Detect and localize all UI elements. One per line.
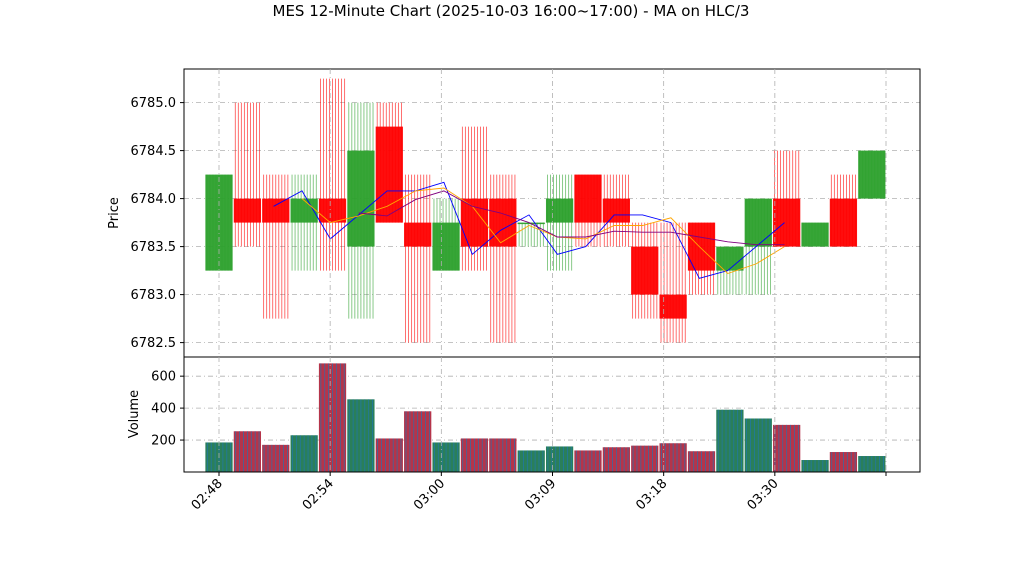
candle-range <box>405 174 431 343</box>
candle-range <box>660 222 686 343</box>
candle-body <box>687 222 716 271</box>
price-tick-label: 6783.5 <box>131 240 177 255</box>
moving-average-line <box>301 187 785 275</box>
time-tick-label: 02:48 <box>189 476 226 513</box>
volume-y-axis: 200 400 600 <box>151 370 184 449</box>
time-tick-label: 03:09 <box>522 476 559 513</box>
time-tick-label: 03:18 <box>633 476 670 513</box>
candle-body <box>744 198 772 247</box>
candle-body <box>773 198 801 247</box>
price-candles <box>205 78 886 343</box>
volume-bars <box>205 363 886 472</box>
price-tick-label: 6785.0 <box>131 96 177 111</box>
price-tick-label: 6782.5 <box>131 336 177 351</box>
volume-tick-label: 400 <box>151 402 176 417</box>
candle-body <box>233 198 262 223</box>
price-tick-label: 6784.5 <box>131 144 177 159</box>
candle-body <box>829 198 858 247</box>
volume-axis-label: Volume <box>127 390 142 438</box>
candle-body <box>545 198 574 223</box>
moving-average-lines <box>273 181 785 279</box>
candle-body <box>489 198 517 247</box>
volume-tick-label: 600 <box>151 370 176 385</box>
candle-body <box>460 198 489 247</box>
candle-body <box>318 198 347 223</box>
moving-average-line <box>358 190 785 246</box>
candle-body <box>262 198 290 223</box>
price-tick-label: 6783.0 <box>131 288 177 303</box>
price-y-axis: 6782.5 6783.0 6783.5 6784.0 6784.5 6785.0 <box>131 96 184 351</box>
volume-tick-label: 200 <box>151 434 176 449</box>
candle-body <box>801 222 829 247</box>
candle-body <box>574 174 602 223</box>
chart-title: MES 12-Minute Chart (2025-10-03 16:00~17… <box>273 2 750 20</box>
time-tick-label: 03:00 <box>411 476 448 513</box>
price-axis-label: Price <box>107 197 122 229</box>
volume-gridlines <box>184 375 920 441</box>
price-tick-label: 6784.0 <box>131 192 177 207</box>
candle-body <box>631 246 659 295</box>
time-tick-label: 03:30 <box>745 476 782 513</box>
candle-body <box>602 198 630 223</box>
candle-range <box>320 78 346 271</box>
candle-body <box>858 150 886 199</box>
candle-body <box>375 126 403 223</box>
candle-range <box>234 102 260 247</box>
time-tick-label: 02:54 <box>300 476 337 513</box>
candle-body <box>432 222 460 271</box>
candle-body <box>347 150 375 247</box>
moving-average-line <box>273 181 785 279</box>
candle-body <box>404 222 432 247</box>
